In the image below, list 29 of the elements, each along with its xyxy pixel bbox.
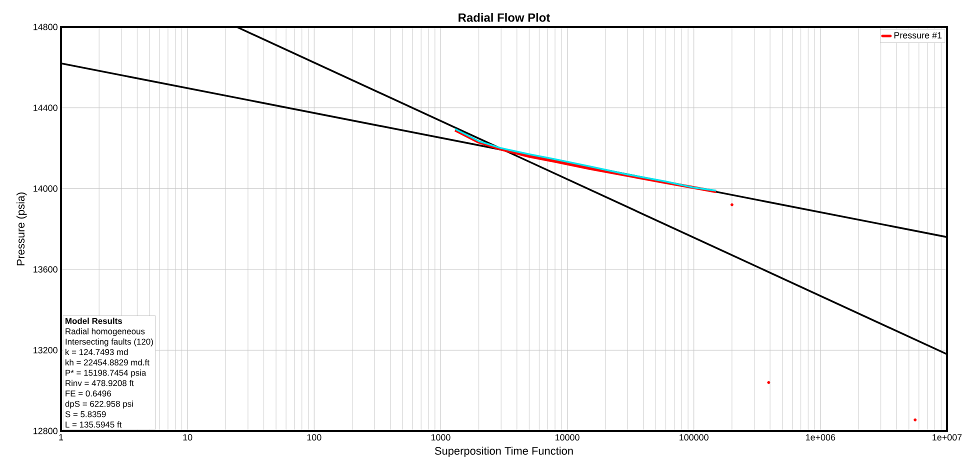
x-tick-label: 100000 <box>680 434 708 441</box>
x-tick-label: 1e+006 <box>806 434 836 441</box>
y-tick-label: 14400 <box>34 104 58 111</box>
annotation: P* = 15198.7454 psia <box>66 370 146 378</box>
chart-title: Radial Flow Plot <box>458 13 550 22</box>
annotation: S = 5.8359 <box>65 411 106 418</box>
y-axis-title: Pressure (psia) <box>16 192 27 266</box>
annotation: Intersecting faults (120) <box>66 338 153 346</box>
y-tick-label: 13600 <box>34 266 58 273</box>
x-tick-label: 1000 <box>431 434 450 441</box>
x-tick-label: 10 <box>183 434 192 441</box>
annotation: Radial homogeneous <box>66 328 145 336</box>
annotation: k = 124.7493 md <box>66 348 128 356</box>
x-tick-label: 10000 <box>556 434 580 441</box>
x-tick-label: 100 <box>307 434 322 441</box>
annotation: dpS = 622.958 psi <box>65 400 133 409</box>
y-tick-label: 14000 <box>34 185 58 192</box>
x-axis-title: Superposition Time Function <box>434 446 573 457</box>
y-tick-label: 13200 <box>34 347 58 354</box>
annotation: L = 135.5945 ft <box>66 421 122 428</box>
annotation: FE = 0.6496 <box>66 390 111 396</box>
annotation: Model Results <box>66 318 122 324</box>
annotation: Rinv = 478.9208 ft <box>66 380 134 386</box>
annotation: kh = 22454.8829 md.ft <box>66 359 150 366</box>
x-tick-label: 1 <box>59 434 64 440</box>
x-tick-label: 1e+007 <box>932 434 962 441</box>
y-tick-label: 14800 <box>34 24 58 30</box>
y-tick-label: 12800 <box>34 428 58 434</box>
legend-label: Pressure #1 <box>894 32 942 38</box>
